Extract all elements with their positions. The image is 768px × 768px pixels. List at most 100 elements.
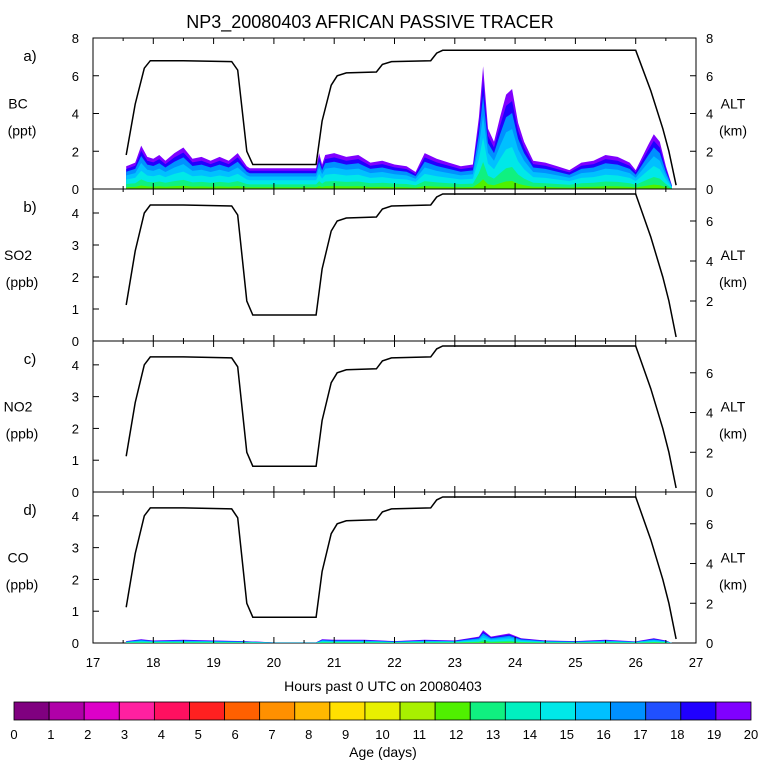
tracer-band-CO: [126, 630, 672, 643]
colorbar-swatch: [189, 701, 225, 721]
colorbar-swatch: [434, 701, 471, 721]
colorbar-tick-label: 18: [670, 727, 684, 742]
y-tick-label: 2: [72, 270, 79, 285]
altitude-line: [125, 49, 677, 186]
colorbar-tick-label: 13: [486, 727, 500, 742]
panel-1: 0 2 4 6 8 0 2 4 6 8 a) BC (ppt) ALT (km): [8, 31, 747, 197]
colorbar-swatch: [329, 701, 366, 721]
y2-tick-label: 0: [706, 182, 713, 197]
y-tick-label: 4: [72, 358, 79, 373]
y-axis-label: SO2: [4, 247, 32, 263]
y-axis-unit: (ppb): [6, 426, 39, 442]
y-axis-label: CO: [8, 550, 29, 566]
x-tick-label: 18: [146, 655, 160, 670]
y2-axis-label: ALT: [721, 550, 746, 566]
panel-frame: [92, 340, 697, 493]
colorbar-swatch: [575, 701, 612, 721]
y-axis-unit: (ppt): [8, 123, 37, 139]
colorbar-swatch: [715, 701, 752, 721]
tracer-band-CO: [126, 631, 672, 643]
x-tick-label: 25: [568, 655, 582, 670]
y-tick-label: 2: [72, 144, 79, 159]
panel-letter: d): [23, 502, 36, 519]
colorbar-tick-label: 3: [121, 727, 128, 742]
colorbar-tick-label: 10: [375, 727, 389, 742]
panel-letter: c): [24, 351, 37, 368]
x-tick-label: 24: [508, 655, 522, 670]
y-tick-label: 0: [72, 182, 79, 197]
y-tick-label: 4: [72, 107, 79, 122]
x-tick-label: 23: [448, 655, 462, 670]
y-tick-label: 2: [72, 421, 79, 436]
colorbar-label: Age (days): [349, 744, 417, 760]
y2-axis-unit: (km): [719, 577, 747, 593]
y2-tick-label: 6: [706, 214, 713, 229]
colorbar-tick-label: 16: [596, 727, 610, 742]
x-tick-label: 22: [387, 655, 401, 670]
y-axis-unit: (ppb): [6, 577, 39, 593]
y-tick-label: 3: [72, 390, 79, 405]
y2-axis-unit: (km): [719, 123, 747, 139]
altitude-line: [125, 193, 677, 338]
colorbar-tick-label: 14: [523, 727, 537, 742]
panel-frame: [92, 491, 697, 644]
colorbar-swatch: [259, 701, 296, 721]
colorbar-tick-label: 12: [449, 727, 463, 742]
y-tick-label: 6: [72, 69, 79, 84]
y2-tick-label: 2: [706, 596, 713, 611]
panel-letter: a): [23, 48, 36, 65]
x-tick-label: 17: [86, 655, 100, 670]
colorbar-swatch: [680, 701, 717, 721]
colorbar-tick-label: 15: [560, 727, 574, 742]
colorbar-swatch: [48, 701, 85, 721]
colorbar-tick-label: 8: [305, 727, 312, 742]
tracer-band-CO: [126, 637, 672, 643]
chart-title: NP3_20080403 AFRICAN PASSIVE TRACER: [186, 12, 554, 33]
colorbar-swatch: [645, 701, 682, 721]
tracer-band-CO: [126, 642, 672, 643]
y2-tick-label: 6: [706, 517, 713, 532]
y2-tick-label: 0: [706, 636, 713, 651]
colorbar-swatch: [610, 701, 647, 721]
y-tick-label: 1: [72, 453, 79, 468]
colorbar-tick-label: 7: [268, 727, 275, 742]
x-tick-label: 20: [267, 655, 281, 670]
y-tick-label: 4: [72, 206, 79, 221]
colorbar-tick-label: 20: [744, 727, 758, 742]
altitude-line: [125, 496, 677, 640]
tracer-band-BC: [126, 179, 672, 189]
panel-letter: b): [23, 199, 36, 216]
y-tick-label: 4: [72, 509, 79, 524]
colorbar-swatch: [224, 701, 261, 721]
altitude-line: [125, 345, 677, 489]
colorbar-swatch: [294, 701, 331, 721]
y2-axis-label: ALT: [721, 399, 746, 415]
colorbar-swatch: [118, 701, 155, 721]
panel-2: 0 1 2 3 4 2 4 6 b) SO2 (ppb) ALT (km): [4, 188, 747, 349]
y-tick-label: 2: [72, 572, 79, 587]
y2-tick-label: 8: [706, 31, 713, 46]
x-tick-label: 27: [689, 655, 703, 670]
colorbar-tick-label: 11: [413, 727, 427, 742]
y2-axis-unit: (km): [719, 426, 747, 442]
y2-tick-label: 6: [706, 69, 713, 84]
y-tick-label: 0: [72, 636, 79, 651]
colorbar-swatch: [153, 701, 190, 721]
y2-tick-label: 6: [706, 366, 713, 381]
y-tick-label: 3: [72, 541, 79, 556]
colorbar-tick-label: 6: [231, 727, 238, 742]
tracer-band-CO: [126, 640, 672, 643]
colorbar-swatch: [469, 701, 506, 721]
y2-tick-label: 2: [706, 294, 713, 309]
colorbar-tick-label: 17: [633, 727, 647, 742]
colorbar-tick-label: 5: [195, 727, 202, 742]
colorbar-tick-label: 9: [342, 727, 349, 742]
colorbar-tick-label: 4: [158, 727, 165, 742]
y2-tick-label: 4: [706, 254, 713, 269]
colorbar-swatch: [504, 701, 541, 721]
tracer-band-CO: [126, 635, 672, 643]
x-tick-label: 19: [206, 655, 220, 670]
y-axis-label: NO2: [4, 399, 33, 415]
